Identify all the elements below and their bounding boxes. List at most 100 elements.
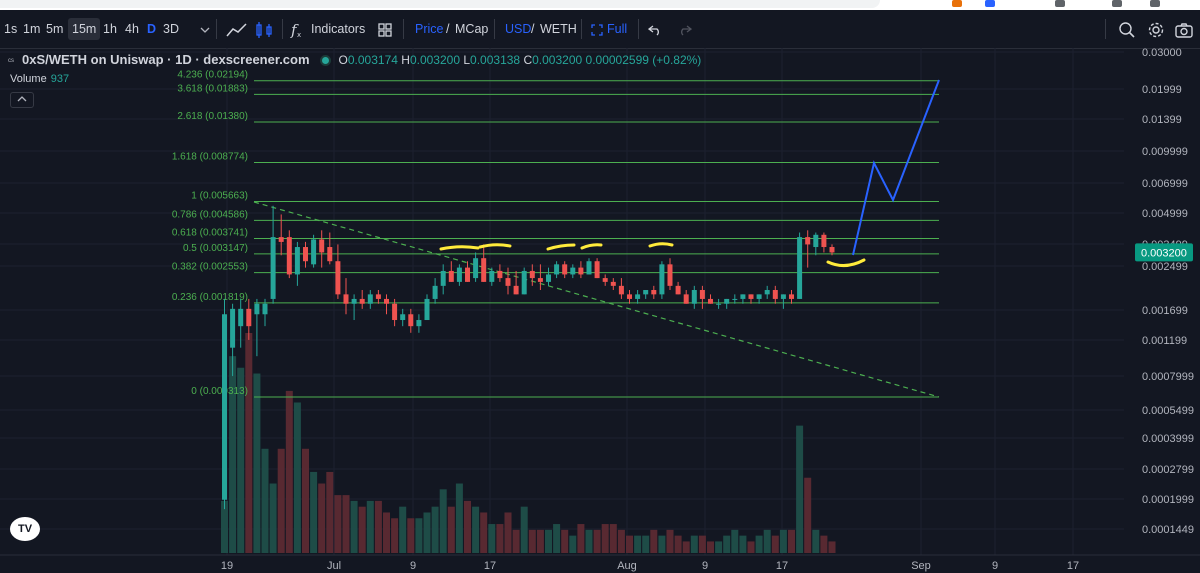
volume-bar — [520, 506, 528, 553]
fib-level-label: 0.618 (0.003741) — [172, 227, 248, 238]
volume-bar — [723, 535, 731, 553]
resistance-marker — [648, 242, 674, 248]
candle-body — [764, 290, 770, 295]
volume-bar — [820, 535, 828, 553]
candle-body — [392, 303, 398, 321]
usd-toggle[interactable]: USD — [505, 22, 532, 36]
fib-level-label: 1 (0.005663) — [191, 191, 248, 202]
candle-body — [610, 281, 616, 286]
volume-bar — [229, 356, 237, 553]
volume-bar — [455, 483, 463, 553]
collapse-legend-button[interactable] — [10, 92, 34, 108]
candle-body — [602, 278, 608, 282]
candle-body — [521, 270, 527, 295]
timeframe-15m[interactable]: 15m — [68, 18, 101, 40]
currency-separator: / — [531, 22, 535, 36]
volume-bar — [666, 529, 674, 553]
mcap-toggle[interactable]: MCap — [455, 22, 489, 36]
camera-icon[interactable] — [1175, 10, 1193, 48]
layout-grid-icon[interactable] — [377, 10, 393, 48]
volume-bar — [707, 541, 714, 553]
candle-body — [432, 285, 438, 299]
volume-bar — [310, 471, 318, 553]
timeframe-1m[interactable]: 1m — [23, 22, 41, 36]
extension-icon[interactable] — [1112, 0, 1122, 7]
chevron-down-icon[interactable] — [200, 10, 210, 48]
extension-icon[interactable] — [952, 0, 962, 7]
volume-bar — [358, 506, 366, 553]
low-key: L — [463, 53, 471, 67]
volume-bar — [293, 402, 301, 553]
volume-bar — [302, 448, 309, 553]
weth-toggle[interactable]: WETH — [540, 22, 577, 36]
volume-bar — [828, 541, 836, 553]
candle-body — [343, 294, 349, 304]
svg-text:x: x — [297, 31, 301, 38]
price-axis-label: 0.01999 — [1142, 84, 1182, 96]
price-axis-label: 0.004999 — [1142, 208, 1188, 220]
candle-body — [286, 237, 292, 275]
toolbar-divider — [638, 19, 639, 39]
volume-legend: Volume 937 — [10, 73, 69, 85]
candle-body — [359, 298, 365, 304]
projection-path — [852, 79, 940, 256]
redo-icon[interactable] — [678, 10, 693, 48]
settings-gear-icon[interactable] — [1147, 10, 1165, 48]
tradingview-logo[interactable]: TV — [10, 517, 40, 541]
candle-style-icon[interactable] — [254, 10, 276, 48]
volume-bar — [221, 500, 228, 553]
extension-icon[interactable] — [1055, 0, 1065, 7]
candle-body — [708, 298, 713, 304]
chart-annotations — [439, 79, 940, 267]
volume-bar — [755, 535, 763, 553]
timeframe-1h[interactable]: 1h — [103, 22, 117, 36]
fullscreen-icon[interactable] — [591, 10, 603, 48]
extension-icon[interactable] — [1150, 0, 1160, 7]
price-toggle[interactable]: Price — [415, 22, 444, 36]
volume-bar — [561, 529, 569, 553]
price-chart[interactable]: 4.236 (0.02194) 3.618 (0.01883) 2.618 (0.0… — [0, 48, 1200, 573]
candle-body — [821, 234, 827, 248]
pair-title: 0xS/WETH on Uniswap · 1D · dexscreener.c… — [22, 52, 310, 67]
resistance-marker — [546, 243, 576, 251]
fib-level-label: 0.786 (0.004586) — [172, 209, 248, 220]
fib-level-label: 4.236 (0.02194) — [177, 70, 248, 81]
volume-bar — [553, 524, 561, 553]
extension-icon[interactable] — [985, 0, 995, 7]
full-button[interactable]: Full — [607, 22, 628, 36]
support-marker — [826, 258, 866, 267]
volume-bar — [536, 529, 544, 553]
timeframe-d[interactable]: D — [147, 22, 157, 36]
volume-bar — [342, 495, 350, 553]
timeframe-3d[interactable]: 3D — [163, 22, 179, 36]
volume-value: 937 — [50, 73, 70, 85]
candle-body — [278, 237, 284, 242]
zoom-search-icon[interactable] — [1118, 10, 1136, 48]
timeframe-5m[interactable]: 5m — [46, 22, 64, 36]
candle-body — [246, 308, 252, 327]
chart-grid — [0, 48, 1124, 555]
candle-body — [578, 267, 584, 275]
close-value: 0.003200 — [532, 53, 583, 67]
price-axis-label: 0.0003999 — [1142, 433, 1194, 445]
volume-bar — [269, 483, 277, 553]
volume-bar — [796, 425, 804, 553]
volume-bar — [464, 500, 471, 553]
candle-body — [262, 303, 268, 315]
undo-icon[interactable] — [647, 10, 662, 48]
candle-body — [748, 294, 754, 299]
timeframe-1s[interactable]: 1s — [4, 22, 18, 36]
volume-bar — [804, 477, 812, 553]
line-chart-icon[interactable] — [226, 10, 248, 48]
toolbar-divider — [1105, 19, 1106, 39]
price-axis-label: 0.006999 — [1142, 178, 1188, 190]
candle-body — [505, 278, 511, 286]
timeframe-4h[interactable]: 4h — [125, 22, 139, 36]
candle-body — [724, 298, 730, 304]
indicators-button[interactable]: Indicators — [311, 22, 366, 36]
volume-bar — [731, 529, 739, 553]
volume-bar — [634, 535, 642, 553]
volume-bar — [747, 541, 755, 553]
high-value: 0.003200 — [409, 53, 461, 67]
